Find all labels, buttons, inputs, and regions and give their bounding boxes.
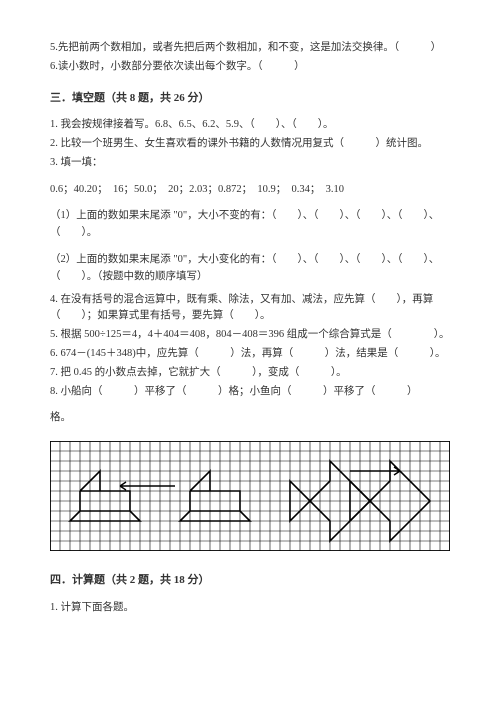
s3-q3-title: 3. 填一填： (50, 155, 450, 172)
intro-q6: 6.读小数时，小数部分要依次读出每个数字。（ ） (50, 59, 450, 76)
s3-q7: 7. 把 0.45 的小数点去掉，它就扩大（ ），变成（ ）。 (50, 365, 450, 382)
s3-q6: 6. 674－(145＋348)中，应先算（ ）法，再算（ ）法，结果是（ ）。 (50, 346, 450, 363)
s3-q8: 8. 小船向（ ）平移了（ ）格；小鱼向（ ）平移了（ ） (50, 384, 450, 401)
s3-q3-sub2: （2）上面的数如果末尾添 "0"，大小变化的有：（ ）、（ ）、（ ）、（ ）、… (50, 252, 450, 286)
s3-q8b: 格。 (50, 410, 450, 427)
intro-q5: 5.先把前两个数相加，或者先把后两个数相加，和不变，这是加法交换律。（ ） (50, 40, 450, 57)
s3-q3-data: 0.6；40.20； 16；50.0； 20；2.03；0.872； 10.9；… (50, 182, 450, 199)
grid-svg (50, 441, 450, 551)
s4-q1: 1. 计算下面各题。 (50, 600, 450, 617)
section4-title: 四．计算题（共 2 题，共 18 分） (50, 572, 450, 590)
s3-q5: 5. 根据 500÷125＝4，4＋404＝408，804－408＝396 组成… (50, 327, 450, 344)
s3-q3-sub1: （1）上面的数如果末尾添 "0"，大小不变的有：（ ）、（ ）、（ ）、（ ）、… (50, 208, 450, 242)
grid-figure (50, 441, 450, 558)
s3-q1: 1. 我会按规律接着写。6.8、6.5、6.2、5.9、（ ）、（ ）。 (50, 117, 450, 134)
section3-title: 三．填空题（共 8 题，共 26 分） (50, 90, 450, 108)
s3-q4: 4. 在没有括号的混合运算中，既有乘、除法，又有加、减法，应先算（ ），再算（ … (50, 292, 450, 326)
s3-q2: 2. 比较一个班男生、女生喜欢看的课外书籍的人数情况用复式（ ）统计图。 (50, 136, 450, 153)
